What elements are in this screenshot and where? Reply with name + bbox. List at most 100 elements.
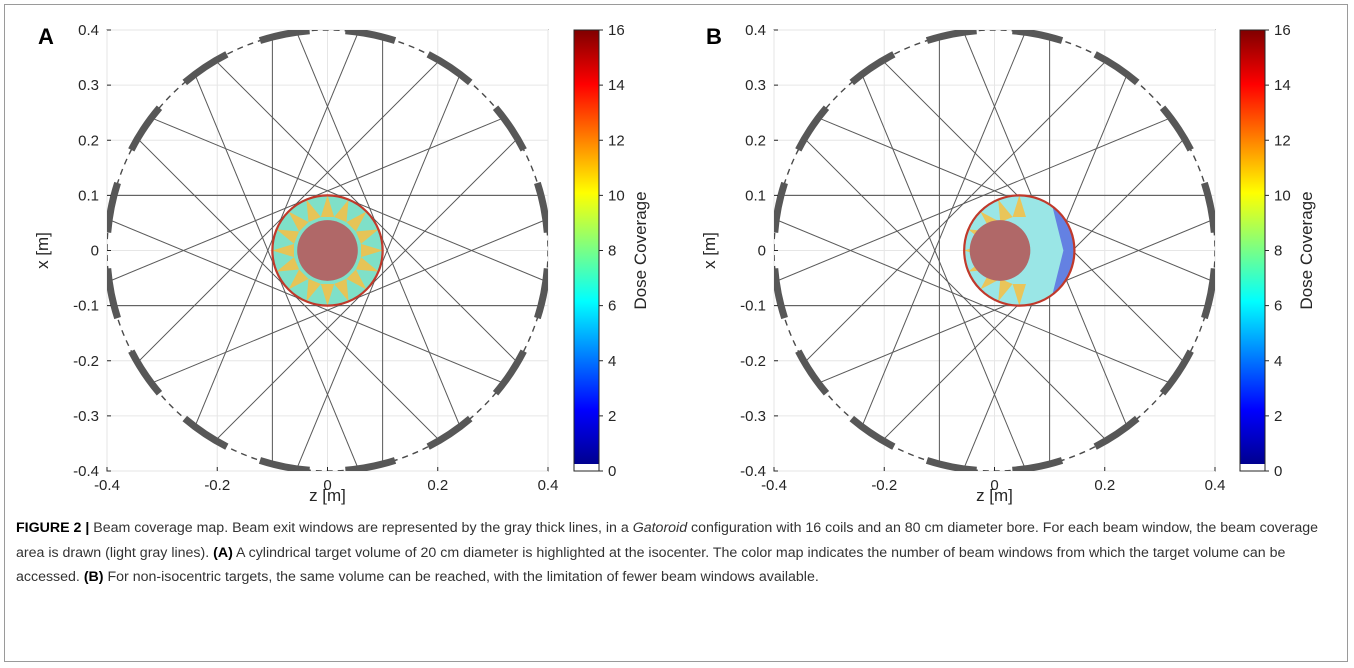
beam-window (795, 349, 830, 396)
panel-a: -0.4 -0.2 0 0.2 0.4 0.4 0.3 0.2 0.1 0 -0.1 -0.2 -0.3… (33, 22, 650, 505)
beam-window (849, 51, 896, 86)
colorbar-tick-label: 12 (608, 132, 625, 149)
panel-b-colorbar-zero-swatch (1240, 464, 1265, 471)
beam-window (258, 30, 310, 44)
coverage-petal (276, 229, 300, 244)
colorbar-tick-label: 10 (608, 187, 625, 204)
beam-coverage-line (775, 219, 1171, 384)
coverage-petal (306, 278, 321, 302)
panel-a-beam-map (107, 30, 548, 471)
beam-window (345, 457, 397, 471)
panel-b-colorbar-label: Dose Coverage (1297, 191, 1316, 309)
panel-b-letter: B (706, 24, 722, 49)
panel-a-letter: A (38, 24, 54, 49)
target-outline (963, 194, 1076, 307)
target-coverage (272, 195, 383, 306)
beam-window (258, 457, 310, 471)
beam-coverage-line (861, 74, 1026, 470)
y-tick-label: 0.2 (78, 132, 99, 149)
figure-caption: FIGURE 2 | Beam coverage map. Beam exit … (16, 516, 1338, 590)
beam-window (492, 105, 527, 152)
beam-window (1201, 181, 1215, 233)
beam-window (925, 30, 977, 44)
panel-a-ticks: -0.4 -0.2 0 0.2 0.4 0.4 0.3 0.2 0.1 0 -0.1 -0.2 -0.3… (73, 22, 558, 494)
beam-window (1093, 51, 1140, 86)
y-tick-label: 0.2 (745, 132, 766, 149)
panel-b-xlabel: z [m] (976, 486, 1013, 505)
caption-italic-term: Gatoroid (632, 520, 688, 536)
beam-window (1012, 457, 1064, 471)
colorbar-tick-label: 6 (608, 298, 616, 315)
panel-b-colorbar: 16 14 12 10 8 6 4 2 0 Dose Coverage (1239, 22, 1316, 480)
beam-window (426, 415, 473, 450)
coverage-petal (1012, 284, 1026, 306)
beam-window (534, 181, 548, 233)
colorbar-tick-label: 16 (608, 22, 625, 39)
coverage-petal (998, 278, 1013, 302)
y-tick-label: -0.1 (73, 298, 99, 315)
panel-b-ylabel: x [m] (700, 232, 719, 269)
coverage-petal (276, 257, 300, 272)
beam-coverage-line (775, 117, 1171, 282)
panel-a-colorbar-label: Dose Coverage (631, 191, 650, 309)
caption-text-3: A cylindrical target volume of 20 cm dia… (16, 544, 1286, 586)
beam-window (1093, 415, 1140, 450)
y-tick-label: -0.2 (740, 353, 766, 370)
x-tick-label: 0.2 (1094, 477, 1115, 494)
beam-window (128, 349, 163, 396)
y-tick-label: 0.3 (78, 77, 99, 94)
y-tick-label: 0.4 (745, 22, 766, 39)
coverage-petal (288, 269, 309, 290)
panel-b: -0.4 -0.2 0 0.2 0.4 0.4 0.3 0.2 0.1 0 -0.1 -0.2 -0.3… (700, 22, 1316, 505)
beam-window (128, 105, 163, 152)
colorbar-tick-label: 2 (608, 408, 616, 425)
colorbar-tick-label: 0 (608, 463, 616, 480)
beam-window (849, 415, 896, 450)
target-coverage (964, 195, 1075, 306)
coverage-petal (320, 195, 335, 217)
beam-window (1012, 30, 1064, 44)
target-core (969, 220, 1031, 281)
beam-window (1201, 268, 1215, 320)
x-tick-label: 0 (323, 477, 331, 494)
beam-window (426, 51, 473, 86)
y-tick-label: -0.2 (73, 353, 99, 370)
coverage-petal (288, 211, 309, 232)
colorbar-tick-label: 16 (1274, 22, 1291, 39)
coverage-petal (320, 284, 335, 306)
caption-text-1: Beam coverage map. Beam exit windows are… (89, 520, 633, 536)
caption-text-4: For non-isocentric targets, the same vol… (103, 569, 819, 585)
colorbar-tick-label: 2 (1274, 408, 1282, 425)
beam-window (795, 105, 830, 152)
colorbar-tick-label: 0 (1274, 463, 1282, 480)
figure-plots: -0.4 -0.2 0 0.2 0.4 0.4 0.3 0.2 0.1 0 -0.1 -0.2 -0.3… (33, 22, 1316, 505)
caption-b-label: (B) (83, 569, 104, 585)
y-tick-label: 0 (91, 243, 99, 260)
colorbar-tick-label: 6 (1274, 298, 1282, 315)
y-tick-label: 0.1 (78, 187, 99, 204)
y-tick-label: -0.3 (73, 408, 99, 425)
panel-a-xlabel: z [m] (309, 486, 346, 505)
x-tick-label: -0.2 (871, 477, 897, 494)
beam-window (1159, 105, 1194, 152)
beam-window (492, 349, 527, 396)
y-tick-label: -0.4 (73, 463, 99, 480)
caption-label: FIGURE 2 | (16, 520, 90, 536)
coverage-petal (998, 199, 1013, 223)
y-tick-label: 0.4 (78, 22, 99, 39)
colorbar-tick-label: 8 (608, 243, 616, 260)
coverage-petal (334, 278, 349, 302)
coverage-petal (334, 199, 349, 223)
beam-window (774, 268, 788, 320)
panel-b-beam-map (774, 30, 1215, 471)
beam-coverage-line (804, 138, 1107, 441)
colorbar-tick-label: 4 (608, 353, 616, 370)
target-core (297, 220, 358, 281)
caption-a-label: (A) (213, 544, 233, 561)
panel-a-ylabel: x [m] (33, 232, 52, 269)
panel-a-colorbar: 16 14 12 10 8 6 4 2 0 Dose Coverage (573, 22, 650, 480)
beam-window (345, 30, 397, 44)
caption-text-2: configuration with 16 coils and an 80 cm… (16, 520, 1319, 561)
colorbar-tick-label: 12 (1274, 132, 1291, 149)
beam-window (534, 268, 548, 320)
